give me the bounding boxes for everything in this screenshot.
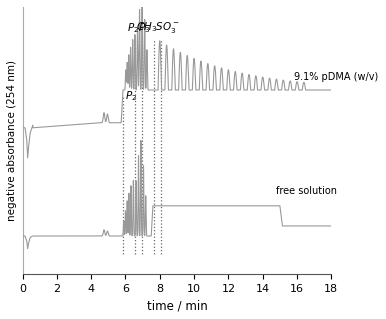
Text: $P_2$: $P_2$ [125,89,137,103]
X-axis label: time / min: time / min [147,299,207,312]
Text: free solution: free solution [276,186,337,196]
Text: $CH_3SO_3^-$: $CH_3SO_3^-$ [135,20,180,35]
Y-axis label: negative absorbance (254 nm): negative absorbance (254 nm) [7,60,17,221]
Text: 9.1% pDMA (w/v): 9.1% pDMA (w/v) [294,72,378,82]
Text: $P_2P_3$: $P_2P_3$ [127,21,151,35]
